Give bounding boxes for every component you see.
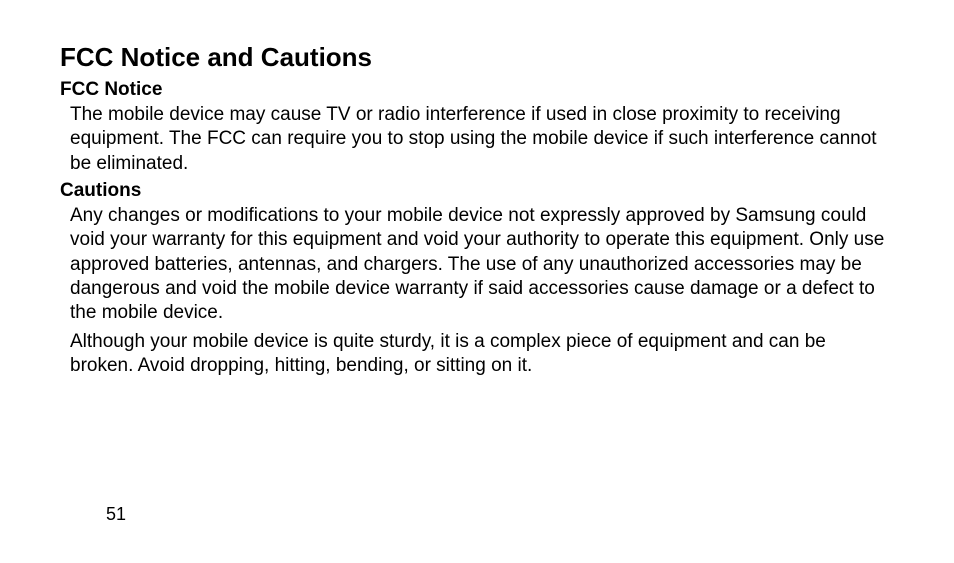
fcc-notice-paragraph: The mobile device may cause TV or radio … xyxy=(60,103,894,176)
cautions-paragraph-1: Any changes or modifications to your mob… xyxy=(60,204,894,326)
cautions-heading: Cautions xyxy=(60,180,894,202)
fcc-notice-heading: FCC Notice xyxy=(60,79,894,101)
cautions-paragraph-2: Although your mobile device is quite stu… xyxy=(60,330,894,379)
manual-page: FCC Notice and Cautions FCC Notice The m… xyxy=(0,0,954,563)
section-title: FCC Notice and Cautions xyxy=(60,42,894,73)
page-number: 51 xyxy=(106,504,126,525)
